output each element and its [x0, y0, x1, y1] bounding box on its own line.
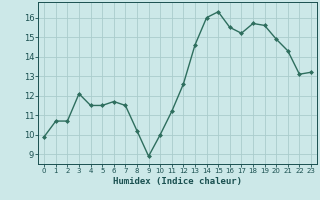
X-axis label: Humidex (Indice chaleur): Humidex (Indice chaleur): [113, 177, 242, 186]
